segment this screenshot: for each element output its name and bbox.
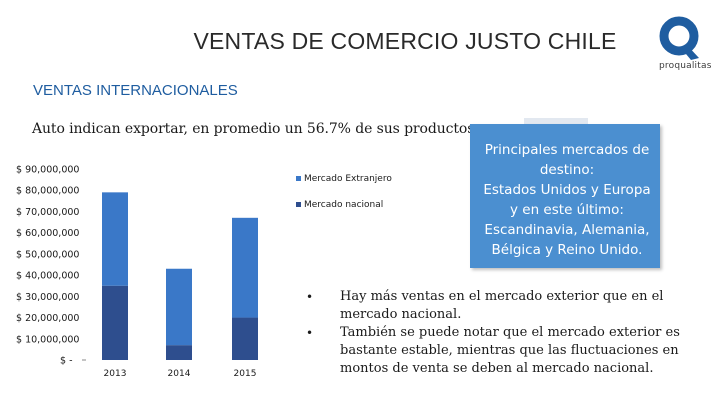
callout-line: Escandinavia, Alemania, <box>484 222 650 238</box>
bar-segment <box>166 345 192 360</box>
y-tick-label: $ 20,000,000 <box>16 313 79 324</box>
y-tick-label: $ - <box>60 356 73 367</box>
logo-tail <box>681 44 699 60</box>
callout-line: destino: <box>539 162 595 178</box>
legend-swatch <box>296 176 301 181</box>
y-tick-label: $ 30,000,000 <box>16 292 79 303</box>
legend-label: Mercado nacional <box>304 200 383 210</box>
logo-ring <box>659 16 699 56</box>
y-tick-label: $ 90,000,000 <box>16 165 79 176</box>
sales-chart: $ - $ 10,000,000 $ 20,000,000 $ 30,000,000 $… <box>16 165 392 380</box>
bar-segment <box>166 268 192 346</box>
logo-text: proqualitas <box>659 61 712 71</box>
callout-box <box>470 124 660 268</box>
bar-segment <box>232 217 258 318</box>
bullet-list: Hay más ventas en el mercado exterior qu… <box>306 288 716 378</box>
intro-text: Auto indican exportar, en promedio un 56… <box>32 121 479 137</box>
page-title: VENTAS DE COMERCIO JUSTO CHILE <box>193 28 617 54</box>
y-tick-label: $ 70,000,000 <box>16 207 79 218</box>
header-bar: VENTAS DE COMERCIO JUSTO CHILE <box>0 0 720 70</box>
legend-swatch <box>296 202 301 207</box>
bar-segment <box>102 285 128 360</box>
y-tick-label: $ 10,000,000 <box>16 334 79 345</box>
bar-segment <box>232 317 258 360</box>
y-tick-label: $ 50,000,000 <box>16 249 79 260</box>
x-tick-label: 2013 <box>104 369 127 379</box>
logo-icon <box>659 16 699 60</box>
x-tick-label: 2014 <box>168 369 191 379</box>
bar-segment <box>102 192 128 286</box>
callout-line: Principales mercados de <box>484 142 650 158</box>
bullet-item: También se puede notar que el mercado ex… <box>306 324 716 378</box>
section-subtitle: VENTAS INTERNACIONALES <box>33 82 238 99</box>
y-tick-label: $ 80,000,000 <box>16 186 79 197</box>
callout-line: Bélgica y Reino Unido. <box>491 242 643 258</box>
legend-label: Mercado Extranjero <box>304 174 392 184</box>
bullet-item: Hay más ventas en el mercado exterior qu… <box>306 288 716 324</box>
callout-line: y en este último: <box>510 202 624 218</box>
callout-line: Estados Unidos y Europa <box>483 182 651 198</box>
callout-tab <box>524 118 588 126</box>
callout-text: Principales mercados de destino: Estados… <box>478 140 656 260</box>
y-tick-label: $ 60,000,000 <box>16 228 79 239</box>
y-tick-label: $ 40,000,000 <box>16 271 79 282</box>
x-tick-label: 2015 <box>234 369 257 379</box>
